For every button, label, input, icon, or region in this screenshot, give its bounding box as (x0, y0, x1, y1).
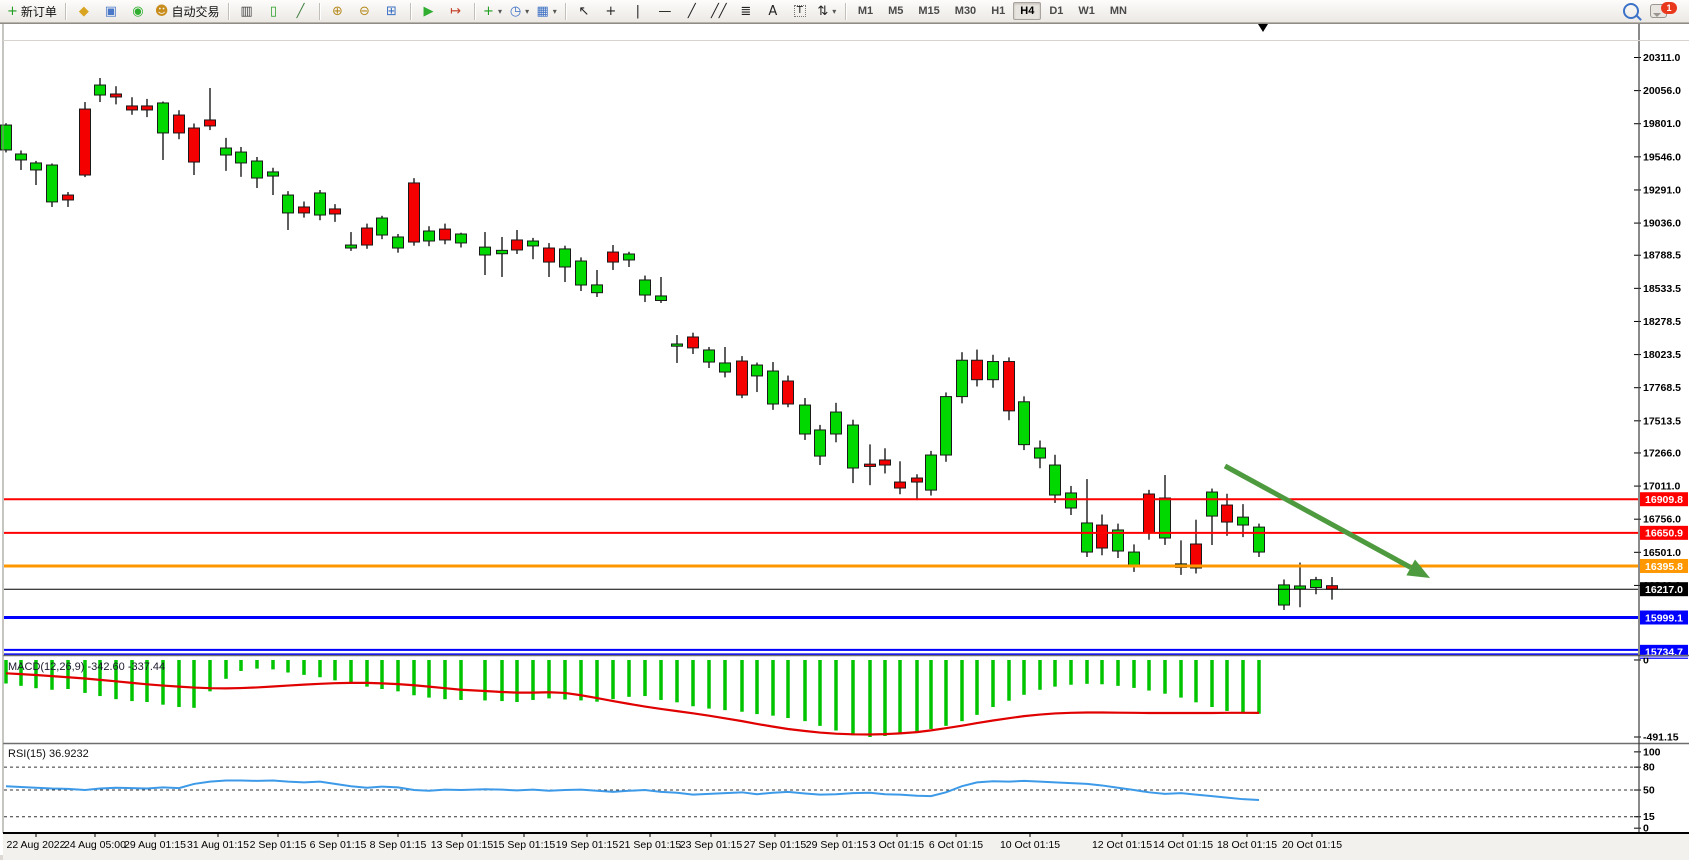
toolbar: + 新订单 ◆ ▣ ◉ ☻ 自动交易 ▥ ▯ ╱ ⊕ ⊖ ⊞ ▶ ↦ + ▾ ◷ ▾ ▦ ▾ ↖ + | — ╱ ╱╱ ≣ A T ⇅ ▾ M1… (0, 0, 1689, 23)
timeframe-h4-button[interactable]: H4 (1013, 2, 1042, 20)
line-chart-mode-icon[interactable]: ╱ (288, 0, 314, 22)
timeframe-m5-button[interactable]: M5 (888, 5, 904, 17)
indicators-icon-dropdown-icon[interactable]: ▾ (497, 6, 502, 16)
data-window-icon-glyph: ▣ (104, 3, 118, 19)
navigator-icon-glyph: ◉ (132, 3, 144, 19)
bar-chart-mode-icon-glyph: ▥ (240, 3, 253, 19)
toolbar-separator (473, 2, 475, 20)
chart-window[interactable]: ▼ HK50-,H4 16244.0 16311.0 16136.5 16217… (0, 23, 1689, 855)
indicators-icon[interactable]: + ▾ (480, 0, 506, 22)
timeframe-d1-button[interactable]: D1 (1049, 5, 1064, 17)
chart-title-bar: ▼ HK50-,H4 16244.0 16311.0 16136.5 16217… (3, 25, 1689, 41)
crosshair-icon-glyph: + (605, 3, 617, 19)
arrows-icon-dropdown-icon[interactable]: ▾ (832, 6, 837, 16)
arrows-icon[interactable]: ⇅ ▾ (814, 0, 840, 22)
chart-menu-triangle-icon[interactable]: ▼ (10, 28, 18, 38)
cursor-icon-glyph: ↖ (578, 3, 590, 19)
equidistant-channel-icon[interactable]: ╱╱ (706, 0, 732, 22)
toolbar-separator (227, 2, 229, 20)
timeframe-h1-button[interactable]: H1 (991, 5, 1006, 17)
cursor-icon[interactable]: ↖ (571, 0, 597, 22)
toolbar-separator (564, 2, 566, 20)
tile-windows-icon[interactable]: ⊞ (379, 0, 405, 22)
chat-bubble-icon[interactable]: 1 (1645, 0, 1677, 22)
zoom-in-icon-glyph: ⊕ (332, 3, 343, 19)
arrows-icon-glyph: ⇅ (817, 3, 829, 19)
new-order-glyph: + (7, 3, 18, 19)
navigator-icon[interactable]: ◉ (125, 0, 151, 22)
equidistant-channel-icon-glyph: ╱╱ (710, 3, 727, 19)
horizontal-line-icon-glyph: — (658, 3, 672, 19)
chart-shift-icon[interactable]: ↦ (443, 0, 469, 22)
timeframe-m1-button[interactable]: M1 (857, 5, 874, 17)
auto-scroll-icon[interactable]: ▶ (416, 0, 442, 22)
candlestick-mode-icon[interactable]: ▯ (261, 0, 287, 22)
periods-icon[interactable]: ◷ ▾ (507, 0, 533, 22)
fibonacci-icon[interactable]: ≣ (733, 0, 759, 22)
auto-trading-button-label: 自动交易 (171, 4, 220, 19)
zoom-out-icon-glyph: ⊖ (359, 3, 370, 19)
candlestick-mode-icon-glyph: ▯ (269, 3, 278, 19)
chart-ohlc-values: 16244.0 16311.0 16136.5 16217.0 (78, 27, 247, 39)
chart-symbol-period: HK50-,H4 (23, 27, 73, 39)
trendline-icon[interactable]: ╱ (679, 0, 705, 22)
vertical-line-icon-glyph: | (635, 3, 640, 19)
text-icon[interactable]: A (760, 0, 786, 22)
fibonacci-icon-glyph: ≣ (740, 3, 752, 19)
templates-icon[interactable]: ▦ ▾ (534, 0, 560, 22)
indicators-icon-glyph: + (483, 3, 494, 19)
horizontal-line-icon[interactable]: — (652, 0, 678, 22)
chart-shift-icon-glyph: ↦ (450, 3, 461, 19)
periods-icon-dropdown-icon[interactable]: ▾ (525, 6, 530, 16)
toolbar-separator (844, 2, 846, 20)
new-order-button[interactable]: + 新订单 (4, 0, 60, 22)
text-label-icon-glyph: T (793, 5, 806, 17)
zoom-out-icon[interactable]: ⊖ (352, 0, 378, 22)
zoom-in-icon[interactable]: ⊕ (325, 0, 351, 22)
text-icon-glyph: A (768, 3, 778, 19)
templates-icon-dropdown-icon[interactable]: ▾ (552, 6, 557, 16)
data-window-icon[interactable]: ▣ (98, 0, 124, 22)
auto-trading-glyph: ☻ (154, 3, 169, 19)
notification-count-badge: 1 (1661, 2, 1677, 14)
auto-scroll-icon-glyph: ▶ (423, 3, 434, 19)
bar-chart-mode-icon[interactable]: ▥ (234, 0, 260, 22)
search-icon[interactable] (1618, 0, 1644, 22)
toolbar-separator (409, 2, 411, 20)
market-watch-icon[interactable]: ◆ (71, 0, 97, 22)
toolbar-separator (64, 2, 66, 20)
timeframe-w1-button[interactable]: W1 (1078, 5, 1095, 17)
text-label-icon[interactable]: T (787, 0, 813, 22)
toolbar-separator (318, 2, 320, 20)
auto-trading-button[interactable]: ☻ 自动交易 (152, 0, 223, 22)
tile-windows-icon-glyph: ⊞ (386, 3, 397, 19)
crosshair-icon[interactable]: + (598, 0, 624, 22)
vertical-line-icon[interactable]: | (625, 0, 651, 22)
line-chart-mode-icon-glyph: ╱ (296, 3, 305, 19)
timeframe-mn-button[interactable]: MN (1109, 5, 1127, 17)
periods-icon-glyph: ◷ (509, 3, 522, 19)
timeframe-m30-button[interactable]: M30 (954, 5, 977, 17)
new-order-button-label: 新订单 (20, 4, 57, 19)
market-watch-icon-glyph: ◆ (78, 3, 89, 19)
trendline-icon-glyph: ╱ (687, 3, 696, 19)
timeframe-m15-button[interactable]: M15 (918, 5, 940, 17)
templates-icon-glyph: ▦ (536, 3, 549, 19)
